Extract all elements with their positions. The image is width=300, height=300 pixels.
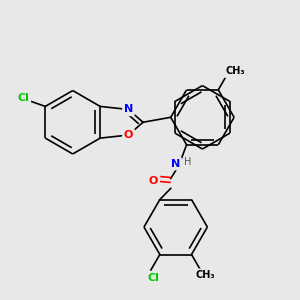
Text: O: O xyxy=(148,176,158,187)
Text: Cl: Cl xyxy=(17,94,29,103)
Text: N: N xyxy=(124,104,133,115)
Text: H: H xyxy=(184,157,191,167)
Text: CH₃: CH₃ xyxy=(196,270,215,280)
Text: O: O xyxy=(124,130,133,140)
Text: N: N xyxy=(171,159,180,169)
Text: CH₃: CH₃ xyxy=(225,66,245,76)
Text: Cl: Cl xyxy=(148,273,160,283)
